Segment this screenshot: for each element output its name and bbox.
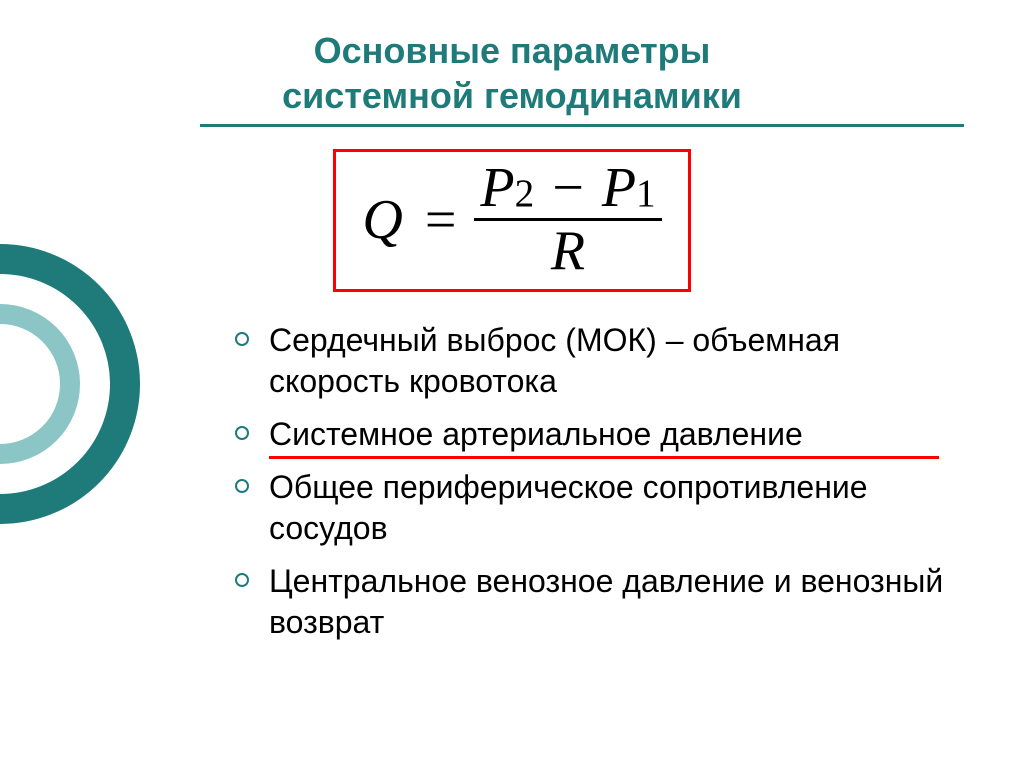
title-line-2: системной гемодинамики [0,73,1024,118]
bullet-text: Общее периферическое сопротивление сосуд… [269,469,868,546]
list-item: Системное артериальное давление [235,414,964,455]
slide: Основные параметры системной гемодинамик… [0,0,1024,767]
formula-left: Q = [362,192,464,248]
list-item: Общее периферическое сопротивление сосуд… [235,467,964,549]
bullet-marker [235,573,249,587]
formula-variable-q: Q [362,189,402,251]
bullet-marker [235,479,249,493]
bullet-marker [235,332,249,346]
formula-fraction: P2 − P1 R [474,160,661,279]
emphasis-underline [269,456,939,459]
list-item: Сердечный выброс (МОК) – объемная скорос… [235,320,964,402]
equals-sign: = [425,189,457,251]
title-rule [200,124,964,127]
formula-denominator: R [545,221,591,279]
slide-title: Основные параметры системной гемодинамик… [0,0,1024,118]
bullet-text: Системное артериальное давление [269,416,803,452]
title-line-1: Основные параметры [0,28,1024,73]
bullet-text: Сердечный выброс (МОК) – объемная скорос… [269,322,840,399]
formula-container: Q = P2 − P1 R [0,149,1024,292]
formula-box: Q = P2 − P1 R [333,149,690,292]
bullet-list: Сердечный выброс (МОК) – объемная скорос… [235,320,964,643]
bullet-text: Центральное венозное давление и венозный… [269,563,943,640]
bullet-marker [235,426,249,440]
formula-numerator: P2 − P1 [474,160,661,218]
list-item: Центральное венозное давление и венозный… [235,561,964,643]
